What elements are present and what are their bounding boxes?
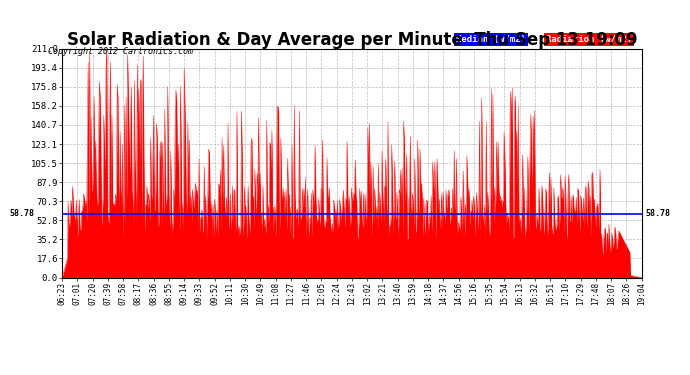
- Title: Solar Radiation & Day Average per Minute  Thu Sep 13 19:09: Solar Radiation & Day Average per Minute…: [67, 31, 637, 49]
- Text: Radiation (w/m2): Radiation (w/m2): [546, 35, 632, 44]
- Text: Median (w/m2): Median (w/m2): [456, 35, 526, 44]
- Text: 58.78: 58.78: [10, 209, 34, 218]
- Text: 58.78: 58.78: [646, 209, 671, 218]
- Text: Copyright 2012 Cartronics.com: Copyright 2012 Cartronics.com: [48, 47, 193, 56]
